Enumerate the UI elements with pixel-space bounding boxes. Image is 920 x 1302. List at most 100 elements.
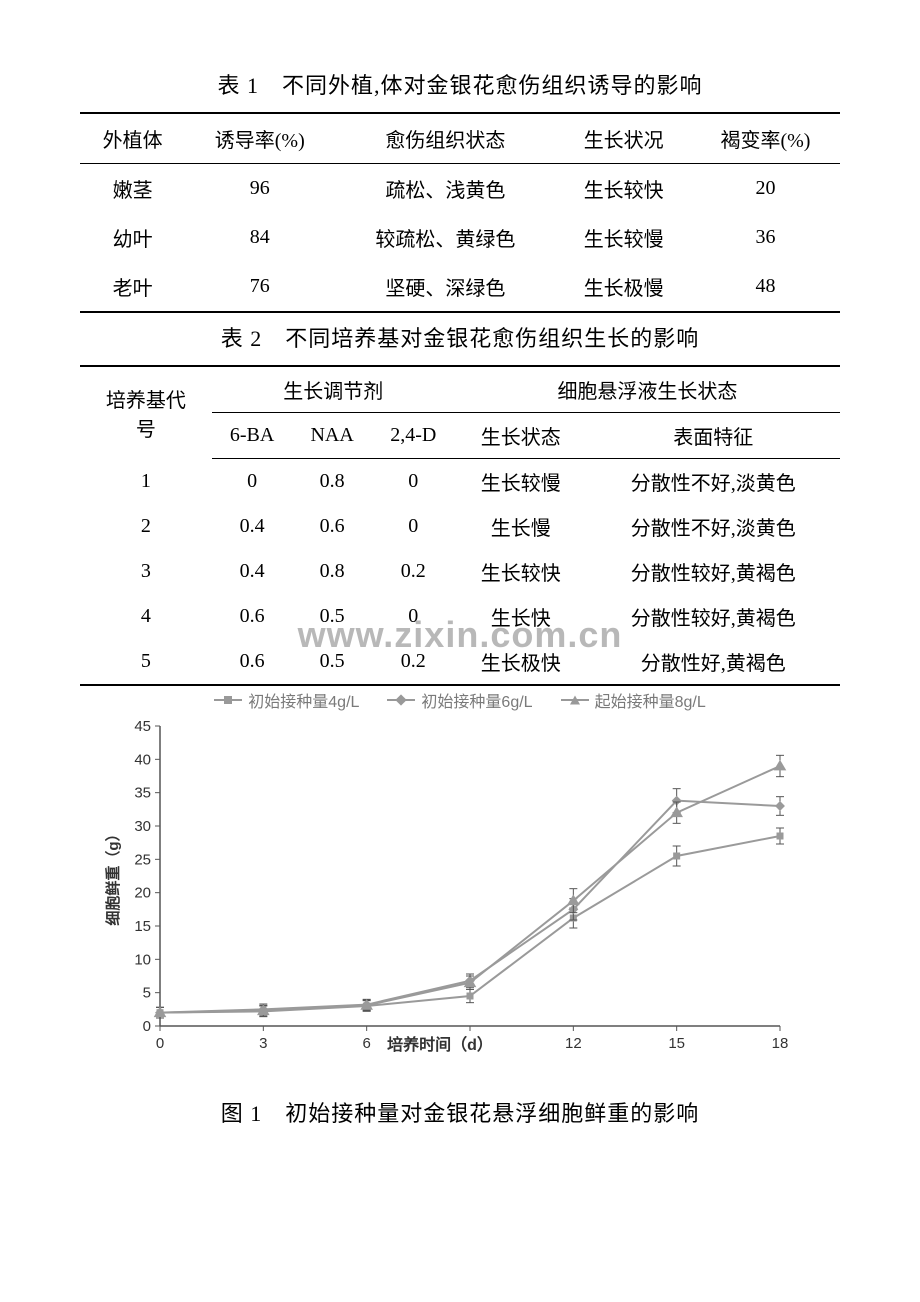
table-cell: 坚硬、深绿色 <box>334 262 556 312</box>
table-row: 50.60.50.2生长极快分散性好,黄褐色 <box>80 639 840 685</box>
table2-subheader-cell: 生长状态 <box>455 413 587 459</box>
table-cell: 分散性好,黄褐色 <box>587 639 840 685</box>
table-cell: 生长极慢 <box>556 262 690 312</box>
table-cell: 0 <box>372 504 455 549</box>
table-row: 幼叶84较疏松、黄绿色生长较慢36 <box>80 213 840 262</box>
table2-col1-header: 培养基代号 <box>80 366 212 459</box>
chart-legend: 初始接种量4g/L 初始接种量6g/L 起始接种量8g/L <box>100 688 820 712</box>
table-cell: 0.6 <box>293 504 372 549</box>
legend-item: 初始接种量4g/L <box>214 688 359 712</box>
table-cell: 分散性较好,黄褐色 <box>587 549 840 594</box>
table-cell: 4 <box>80 594 212 639</box>
legend-marker-icon <box>561 699 589 701</box>
table-cell: 48 <box>691 262 840 312</box>
table-cell: 0.4 <box>212 504 293 549</box>
table-cell: 生长较慢 <box>455 459 587 505</box>
table2-header-row1: 培养基代号 生长调节剂 细胞悬浮液生长状态 <box>80 366 840 413</box>
table-cell: 生长较快 <box>455 549 587 594</box>
svg-text:35: 35 <box>134 785 151 802</box>
table-cell: 0.6 <box>212 639 293 685</box>
table-cell: 5 <box>80 639 212 685</box>
svg-text:20: 20 <box>134 885 151 902</box>
svg-text:10: 10 <box>134 951 151 968</box>
table-cell: 76 <box>185 262 334 312</box>
svg-text:5: 5 <box>143 985 151 1002</box>
table-cell: 生长较快 <box>556 164 690 214</box>
table-cell: 老叶 <box>80 262 185 312</box>
svg-text:0: 0 <box>143 1018 151 1035</box>
table-cell: 20 <box>691 164 840 214</box>
table2-subheader-cell: NAA <box>293 413 372 459</box>
legend-label: 初始接种量6g/L <box>421 688 532 712</box>
svg-text:细胞鲜重（g）: 细胞鲜重（g） <box>104 826 122 925</box>
table-cell: 2 <box>80 504 212 549</box>
table-cell: 0.6 <box>212 594 293 639</box>
table1-header-cell: 诱导率(%) <box>185 113 334 164</box>
legend-item: 起始接种量8g/L <box>561 688 706 712</box>
table-cell: 分散性不好,淡黄色 <box>587 459 840 505</box>
table2-title: 表 2 不同培养基对金银花愈伤组织生长的影响 <box>80 321 840 353</box>
table-cell: 1 <box>80 459 212 505</box>
svg-text:12: 12 <box>565 1035 582 1052</box>
svg-text:15: 15 <box>134 918 151 935</box>
figure1: 初始接种量4g/L 初始接种量6g/L 起始接种量8g/L 0 5 10 15 20 25 30… <box>100 688 820 1128</box>
legend-item: 初始接种量6g/L <box>387 688 532 712</box>
table-cell: 生长较慢 <box>556 213 690 262</box>
svg-text:15: 15 <box>668 1035 685 1052</box>
table-cell: 0 <box>212 459 293 505</box>
table-cell: 0.5 <box>293 639 372 685</box>
table1-header-cell: 褐变率(%) <box>691 113 840 164</box>
figure1-caption: 图 1 初始接种量对金银花悬浮细胞鲜重的影响 <box>100 1096 820 1128</box>
table2-subheader-cell: 表面特征 <box>587 413 840 459</box>
svg-text:培养时间（d）: 培养时间（d） <box>387 1035 493 1054</box>
svg-text:3: 3 <box>259 1035 267 1052</box>
table1-title: 表 1 不同外植,体对金银花愈伤组织诱导的影响 <box>80 68 840 100</box>
legend-label: 起始接种量8g/L <box>595 688 706 712</box>
table-row: 老叶76坚硬、深绿色生长极慢48 <box>80 262 840 312</box>
table1-header-row: 外植体诱导率(%)愈伤组织状态生长状况褐变率(%) <box>80 113 840 164</box>
table-row: 嫩茎96疏松、浅黄色生长较快20 <box>80 164 840 214</box>
legend-marker-icon <box>214 699 242 701</box>
table-cell: 幼叶 <box>80 213 185 262</box>
table2: 培养基代号 生长调节剂 细胞悬浮液生长状态 6-BANAA2,4-D生长状态表面… <box>80 365 840 686</box>
table-cell: 36 <box>691 213 840 262</box>
table-cell: 0.8 <box>293 549 372 594</box>
table1-header-cell: 外植体 <box>80 113 185 164</box>
table-cell: 生长快 <box>455 594 587 639</box>
svg-text:40: 40 <box>134 751 151 768</box>
table-cell: 分散性不好,淡黄色 <box>587 504 840 549</box>
table-cell: 0 <box>372 459 455 505</box>
table-cell: 0.2 <box>372 549 455 594</box>
table-cell: 较疏松、黄绿色 <box>334 213 556 262</box>
table-cell: 生长极快 <box>455 639 587 685</box>
table2-group2-header: 细胞悬浮液生长状态 <box>455 366 840 413</box>
table1-header-cell: 生长状况 <box>556 113 690 164</box>
svg-text:45: 45 <box>134 718 151 735</box>
svg-text:6: 6 <box>362 1035 370 1052</box>
svg-text:30: 30 <box>134 818 151 835</box>
table-cell: 0.8 <box>293 459 372 505</box>
table-cell: 生长慢 <box>455 504 587 549</box>
table2-subheader-cell: 6-BA <box>212 413 293 459</box>
table2-group1-header: 生长调节剂 <box>212 366 455 413</box>
table-row: 20.40.60生长慢分散性不好,淡黄色 <box>80 504 840 549</box>
legend-marker-icon <box>387 699 415 701</box>
table-cell: 0.2 <box>372 639 455 685</box>
svg-text:18: 18 <box>772 1035 789 1052</box>
table-row: 100.80生长较慢分散性不好,淡黄色 <box>80 459 840 505</box>
table-row: 40.60.50生长快分散性较好,黄褐色 <box>80 594 840 639</box>
table-row: 30.40.80.2生长较快分散性较好,黄褐色 <box>80 549 840 594</box>
table-cell: 分散性较好,黄褐色 <box>587 594 840 639</box>
legend-label: 初始接种量4g/L <box>248 688 359 712</box>
table2-subheader-cell: 2,4-D <box>372 413 455 459</box>
table-cell: 0.5 <box>293 594 372 639</box>
table-cell: 0.4 <box>212 549 293 594</box>
svg-text:25: 25 <box>134 851 151 868</box>
line-chart: 051015202530354045036121518细胞鲜重（g）培养时间（d… <box>100 716 800 1076</box>
table-cell: 嫩茎 <box>80 164 185 214</box>
table-cell: 疏松、浅黄色 <box>334 164 556 214</box>
table-cell: 96 <box>185 164 334 214</box>
table-cell: 84 <box>185 213 334 262</box>
table1-header-cell: 愈伤组织状态 <box>334 113 556 164</box>
table-cell: 0 <box>372 594 455 639</box>
